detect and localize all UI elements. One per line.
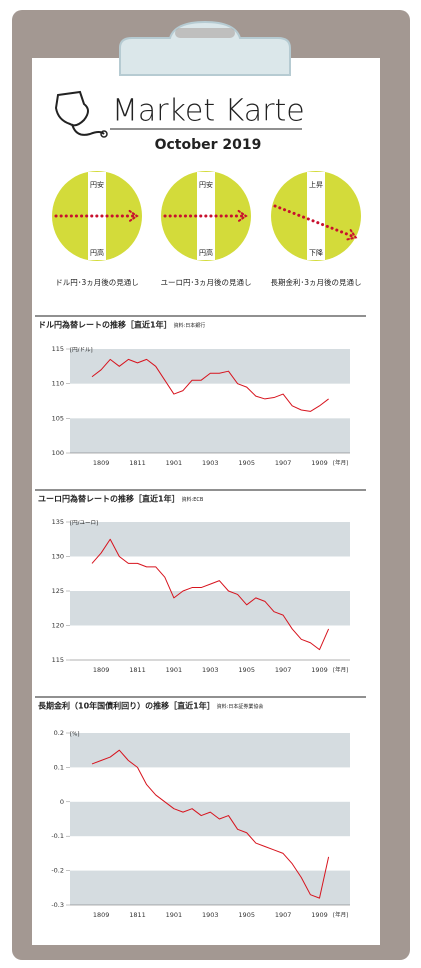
- y-tick-label: 105: [52, 414, 64, 422]
- chart-source: 資料:ECB: [182, 496, 204, 503]
- outlook-caption: ユーロ円･3ヵ月後の見通し: [160, 277, 251, 287]
- x-tick-label: 1811: [129, 666, 146, 674]
- y-tick-label: 125: [52, 587, 64, 595]
- y-tick-label: 135: [52, 518, 64, 526]
- y-tick-label: 130: [52, 553, 64, 561]
- y-tick-label: 110: [52, 380, 64, 388]
- logo-dot: [100, 130, 108, 138]
- chart-title: 長期金利（10年国債利回り）の推移［直近1年］: [38, 701, 215, 711]
- date: October 2019: [155, 137, 262, 153]
- chart: ユーロ円為替レートの推移［直近1年］ 資料:ECB 115 120 125 130 135 […: [35, 489, 366, 674]
- outlook-caption: ドル円･3ヵ月後の見通し: [55, 277, 139, 287]
- y-tick-label: 100: [52, 449, 64, 457]
- x-tick-label: 1907: [275, 666, 292, 674]
- line: [91, 749, 330, 899]
- clip: [119, 20, 291, 76]
- x-unit: [年月]: [333, 911, 348, 919]
- chart-title: ユーロ円為替レートの推移［直近1年］: [38, 494, 180, 504]
- x-tick-label: 1811: [129, 911, 146, 919]
- y-tick-label: 0: [60, 798, 64, 806]
- band: [70, 801, 350, 837]
- x-tick-label: 1811: [129, 459, 146, 467]
- y-tick-label: -0.1: [51, 832, 64, 840]
- y-tick-label: 120: [52, 622, 64, 630]
- outlook-arrowhead: [345, 229, 358, 241]
- outlook-arrowhead: [237, 209, 248, 223]
- x-tick-label: 1903: [202, 459, 219, 467]
- x-tick-label: 1903: [202, 666, 219, 674]
- x-tick-label: 1809: [93, 666, 110, 674]
- clip-hole: [175, 28, 235, 38]
- band: [70, 349, 350, 384]
- x-tick-label: 1901: [166, 666, 183, 674]
- outlook-down: 円高: [199, 248, 213, 257]
- chart-title: ドル円為替レートの推移［直近1年］: [38, 320, 172, 330]
- y-unit: [円/ドル]: [70, 347, 93, 354]
- y-unit: [円/ユーロ]: [70, 520, 98, 527]
- x-tick-label: 1903: [202, 911, 219, 919]
- x-tick-label: 1907: [275, 459, 292, 467]
- y-tick-label: 115: [52, 656, 64, 664]
- outlook-arrowhead: [128, 209, 139, 223]
- x-tick-label: 1907: [275, 911, 292, 919]
- x-tick-label: 1905: [238, 666, 255, 674]
- x-tick-label: 1809: [93, 911, 110, 919]
- y-unit: [%]: [70, 732, 80, 738]
- x-tick-label: 1901: [166, 911, 183, 919]
- outlook-down: 下降: [309, 248, 323, 257]
- outlook-down: 円高: [90, 248, 104, 257]
- charts: ドル円為替レートの推移［直近1年］ 資料:日本銀行 100 105 110 115 [円/ド…: [35, 315, 366, 919]
- line: [91, 358, 329, 412]
- x-unit: [年月]: [333, 666, 348, 674]
- y-tick-label: 115: [52, 345, 64, 353]
- outlook-up: 円安: [199, 180, 213, 189]
- x-tick-label: 1909: [311, 911, 328, 919]
- x-tick-label: 1901: [166, 459, 183, 467]
- outlook-up: 円安: [90, 180, 104, 189]
- chart: ドル円為替レートの推移［直近1年］ 資料:日本銀行 100 105 110 115 [円/ド…: [35, 315, 366, 467]
- x-tick-label: 1905: [238, 459, 255, 467]
- chart: 長期金利（10年国債利回り）の推移［直近1年］ 資料:日本証券業協会 -0.3 -0.…: [35, 696, 366, 919]
- outlook-arrow: [273, 204, 354, 238]
- y-tick-label: 0.1: [54, 763, 64, 771]
- x-tick-label: 1909: [311, 666, 328, 674]
- band: [70, 870, 350, 905]
- y-tick-label: -0.2: [51, 867, 64, 875]
- x-tick-label: 1909: [311, 459, 328, 467]
- chart-source: 資料:日本銀行: [174, 322, 206, 329]
- outlook-band: [307, 172, 325, 260]
- title: Market Karte: [112, 94, 305, 129]
- band: [70, 522, 350, 557]
- band: [70, 591, 350, 626]
- x-tick-label: 1809: [93, 459, 110, 467]
- outlook-caption: 長期金利･3ヵ月後の見通し: [270, 277, 361, 287]
- x-unit: [年月]: [333, 459, 348, 467]
- outlook: 円安円高ドル円･3ヵ月後の見通し円安円高ユーロ円･3ヵ月後の見通し上昇下降長期金…: [52, 171, 362, 287]
- band: [70, 418, 350, 453]
- band: [70, 733, 350, 768]
- line: [91, 538, 330, 651]
- y-tick-label: -0.3: [51, 901, 64, 909]
- y-tick-label: 0.2: [54, 729, 64, 737]
- outlook-up: 上昇: [309, 180, 323, 189]
- chart-source: 資料:日本証券業協会: [217, 703, 264, 710]
- x-tick-label: 1905: [238, 911, 255, 919]
